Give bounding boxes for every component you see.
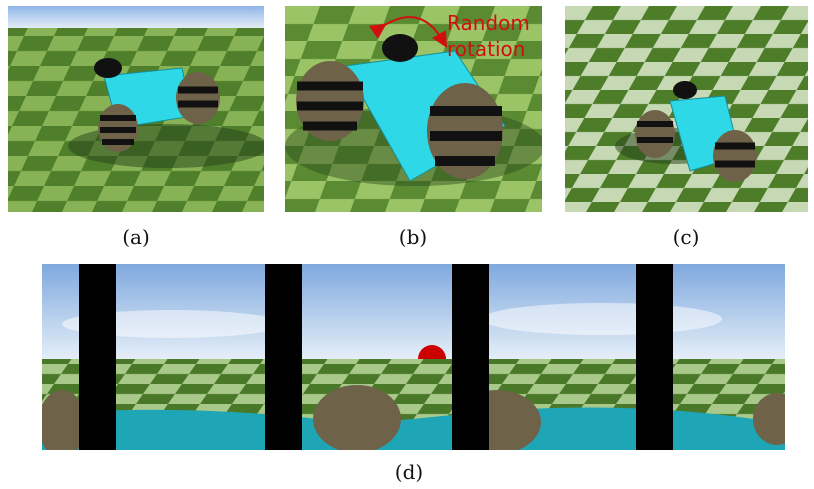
target-marker <box>418 345 446 359</box>
rotation-arrow-icon <box>368 16 447 48</box>
robot-scene-c <box>565 6 808 212</box>
panel-d <box>42 264 785 450</box>
caption-b: (b) <box>398 225 428 249</box>
caption-a: (a) <box>122 225 150 249</box>
view-divider <box>79 264 116 450</box>
annotation-line-2: rotation <box>447 37 525 61</box>
panel-b: Random rotation <box>285 6 542 212</box>
robot-b <box>296 34 506 182</box>
robot-scene-b: Random rotation <box>285 6 542 212</box>
view-divider <box>452 264 489 450</box>
caption-c: (c) <box>672 225 700 249</box>
view-divider <box>636 264 673 450</box>
robot-c <box>635 81 757 182</box>
robot-a <box>94 58 220 152</box>
caption-d: (d) <box>394 460 424 484</box>
panoramic-camera-view <box>42 264 785 450</box>
view-divider <box>265 264 302 450</box>
panel-a <box>8 6 264 212</box>
robot-scene-a <box>8 6 264 212</box>
panel-c <box>565 6 808 212</box>
annotation-line-1: Random <box>447 11 530 35</box>
